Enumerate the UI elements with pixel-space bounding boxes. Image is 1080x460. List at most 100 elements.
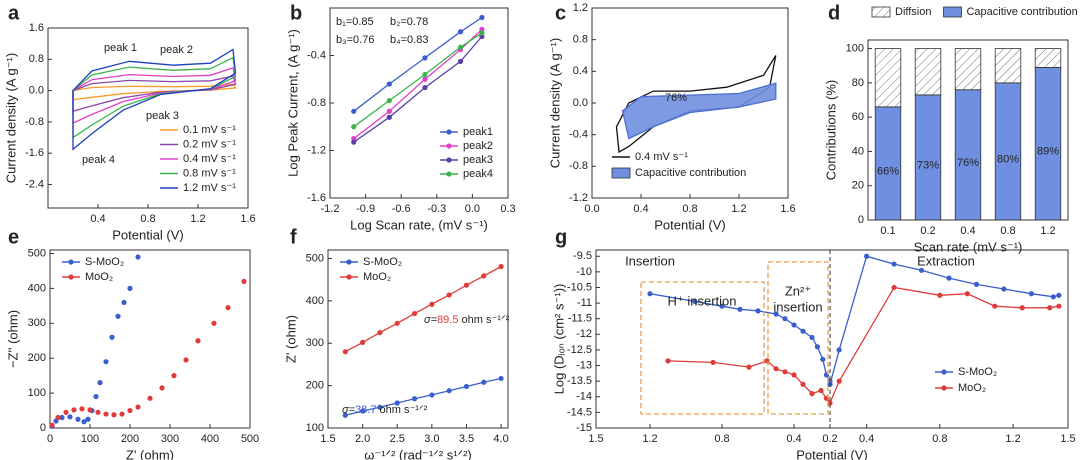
- y-axis-label: Log Peak Current, (A g⁻¹): [285, 29, 300, 177]
- x-tick-label: 0.8: [140, 213, 155, 225]
- panel-f: f 100 200 300 400 500 1.5 2.0 2.5 3.0 3.5 4.0 ω⁻¹ᐟ² …: [283, 226, 509, 460]
- y-tick-label: 0.4: [573, 65, 588, 77]
- y-tick-label: -0.8: [307, 97, 326, 109]
- annotation-part: σ=: [342, 404, 356, 416]
- point: [171, 373, 177, 379]
- point: [836, 378, 842, 384]
- point: [457, 44, 464, 50]
- point: [818, 387, 824, 394]
- point: [85, 416, 91, 422]
- y-tick-label: -2.4: [25, 178, 44, 190]
- point: [665, 358, 671, 364]
- panel-label: e: [8, 226, 19, 248]
- panel-b: b-1.6-1.2-0.8-0.4-1.2 -0.9 -0.6 -0.3 0.0 0.3L…: [285, 2, 515, 232]
- point: [115, 313, 121, 319]
- x-tick-label: 2.5: [390, 433, 405, 445]
- point: [59, 414, 65, 421]
- bar-value-label: 80%: [997, 153, 1019, 165]
- legend-marker: [446, 171, 452, 177]
- point: [498, 263, 504, 270]
- bar-segment: [994, 82, 1022, 221]
- series-line: [72, 75, 237, 113]
- x-tick-label: 1.2: [642, 433, 657, 445]
- x-tick-label: 0.0: [584, 203, 599, 215]
- point: [183, 357, 189, 363]
- point: [360, 408, 366, 414]
- y-tick-label: -13: [576, 359, 592, 371]
- point: [63, 409, 69, 415]
- point: [809, 334, 815, 341]
- panel-d: d 0 20 40 60 80 100 Scan rate (mV s⁻¹) Contribut…: [823, 2, 1077, 254]
- y-tick-label: 500: [306, 252, 324, 264]
- point: [800, 381, 806, 387]
- y-tick-label: -1.6: [307, 192, 326, 204]
- panel-label: g: [555, 226, 567, 248]
- y-tick-label: -14.5: [567, 406, 592, 418]
- legend-label: Capacitive contribution: [966, 6, 1077, 18]
- y-tick-label: 0.0: [573, 97, 588, 109]
- y-tick-label: 0.8: [29, 53, 44, 65]
- x-axis-label: Potential (V): [796, 447, 868, 460]
- point: [1056, 303, 1062, 309]
- x-tick-label: 0.4: [633, 203, 648, 215]
- annotation: Zn²⁺: [785, 283, 811, 298]
- annotation: σ=89.5 ohm s⁻¹ᐟ²: [424, 314, 510, 326]
- y-tick-label: 40: [852, 145, 864, 157]
- y-tick-label: 0.0: [29, 85, 44, 97]
- region-box: [640, 281, 765, 415]
- x-tick-label: 1.2: [1005, 433, 1020, 445]
- x-tick-label: 0.8: [932, 433, 947, 445]
- panel-label: a: [8, 2, 20, 24]
- y-axis-label: −Z'' (ohm): [5, 310, 20, 368]
- x-tick-label: 0.8: [714, 433, 729, 445]
- legend-marker: [941, 369, 947, 375]
- x-tick-label: 100: [81, 433, 99, 445]
- y-tick-label: 80: [852, 77, 864, 89]
- y-tick-label: 200: [306, 380, 324, 392]
- x-axis-label: Log Scan rate, (mV s⁻¹): [350, 217, 488, 232]
- series-line: [615, 55, 777, 154]
- y-tick-label: 400: [306, 295, 324, 307]
- point: [918, 267, 925, 273]
- series-line: [621, 82, 777, 140]
- point: [121, 299, 127, 305]
- bar-value-label: 76%: [957, 157, 979, 169]
- legend-marker: [346, 259, 352, 265]
- x-tick-label: 0.8: [1000, 225, 1015, 237]
- point: [814, 344, 821, 350]
- x-tick-label: 1.2: [1040, 225, 1055, 237]
- bar-value-label: 89%: [1037, 146, 1059, 158]
- y-axis-label: Log (Dᵢₒₙ (cm² s⁻¹)): [551, 284, 566, 395]
- series-line: [72, 56, 237, 139]
- legend-label: 1.2 mV s⁻¹: [183, 182, 236, 194]
- x-axis-label: Potential (V): [112, 227, 184, 242]
- legend-label: S-MoO₂: [958, 366, 997, 378]
- bar-value-label: 66%: [877, 165, 899, 177]
- point: [773, 366, 779, 372]
- x-tick-label: 0.4: [960, 225, 975, 237]
- x-tick-label: -1.2: [321, 203, 340, 215]
- point: [377, 404, 383, 410]
- bar-segment: [954, 89, 982, 221]
- point: [342, 412, 348, 418]
- legend-marker: [446, 157, 452, 163]
- y-tick-label: -14: [576, 391, 592, 403]
- bar-segment: [914, 94, 942, 221]
- point: [457, 58, 464, 65]
- point: [386, 98, 392, 104]
- bar-segment: [874, 48, 902, 108]
- plot-frame: [49, 249, 251, 429]
- point: [360, 339, 366, 345]
- x-axis-label: Z' (ohm): [126, 447, 174, 460]
- point: [692, 298, 698, 305]
- point: [81, 419, 87, 425]
- point: [429, 301, 435, 307]
- point: [67, 414, 73, 420]
- x-tick-label: 0.3: [500, 203, 515, 215]
- point: [225, 304, 231, 311]
- x-tick-label: 0: [47, 433, 53, 445]
- x-axis-label: Potential (V): [654, 217, 726, 232]
- y-tick-label: -0.4: [569, 129, 588, 141]
